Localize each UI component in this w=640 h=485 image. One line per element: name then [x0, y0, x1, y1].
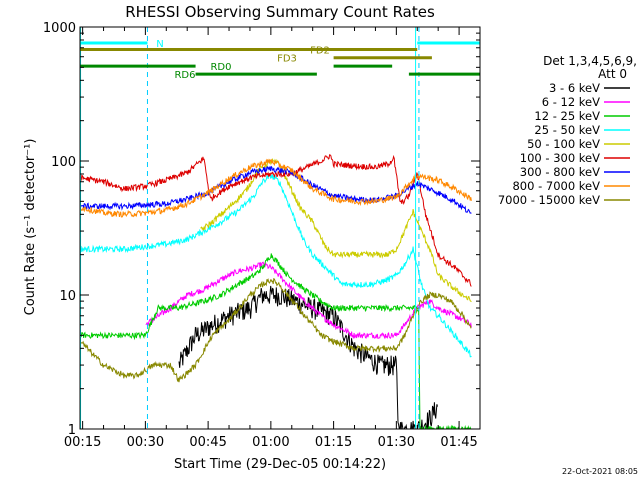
series-line-7 [80, 158, 472, 218]
flag-label-rd6: RD6 [174, 70, 195, 81]
legend-title-line-1: Det 1,3,4,5,6,9, [543, 54, 637, 68]
flags-layer [80, 27, 480, 429]
series-line-8 [80, 277, 472, 383]
y-tick-label: 10 [59, 289, 76, 304]
flag-label-fd2: FD2 [310, 45, 330, 56]
legend-label: 7000 - 15000 keV [498, 193, 600, 207]
legend-label: 3 - 6 keV [549, 81, 600, 95]
flag-label-rd0: RD0 [210, 62, 231, 73]
series-line-3 [80, 173, 472, 358]
series-line-2 [80, 253, 472, 429]
legend-label: 6 - 12 keV [542, 95, 600, 109]
x-tick-label: 00:45 [189, 435, 226, 450]
x-tick-label: 01:15 [315, 435, 352, 450]
series-layer [80, 154, 472, 429]
legend-label: 50 - 100 keV [527, 137, 600, 151]
flag-label-n: N [156, 39, 163, 50]
x-tick-label: 00:30 [127, 435, 164, 450]
series-line-0 [178, 285, 438, 429]
x-tick-label: 00:15 [64, 435, 101, 450]
legend-label: 300 - 800 keV [520, 165, 600, 179]
y-tick-label: 1000 [43, 21, 76, 36]
plot-frame [79, 26, 481, 430]
legend-label: 12 - 25 keV [534, 109, 600, 123]
x-tick-label: 01:00 [252, 435, 289, 450]
y-tick-label: 1 [68, 423, 76, 438]
generation-timestamp: 22-Oct-2021 08:05 [562, 467, 638, 476]
chart-title: RHESSI Observing Summary Count Rates [125, 3, 435, 21]
legend-label: 25 - 50 keV [534, 123, 600, 137]
axes-layer: N FD2 FD3 RD0 RD6 00:15 00:30 00:45 01:00 01:15 01… [43, 21, 481, 450]
x-tick-label: 01:30 [378, 435, 415, 450]
x-axis-label: Start Time (29-Dec-05 00:14:22) [174, 457, 386, 472]
legend-title-line-2: Att 0 [598, 67, 627, 81]
series-line-4 [200, 157, 472, 303]
legend-label: 800 - 7000 keV [512, 179, 600, 193]
series-line-5 [80, 154, 472, 287]
y-tick-label: 100 [51, 155, 76, 170]
series-line-6 [80, 165, 472, 214]
legend-label: 100 - 300 keV [520, 151, 600, 165]
x-tick-label: 01:45 [440, 435, 477, 450]
y-axis-label: Count Rate (s⁻¹ detector⁻¹) [23, 139, 38, 316]
flag-label-fd3: FD3 [277, 54, 297, 65]
